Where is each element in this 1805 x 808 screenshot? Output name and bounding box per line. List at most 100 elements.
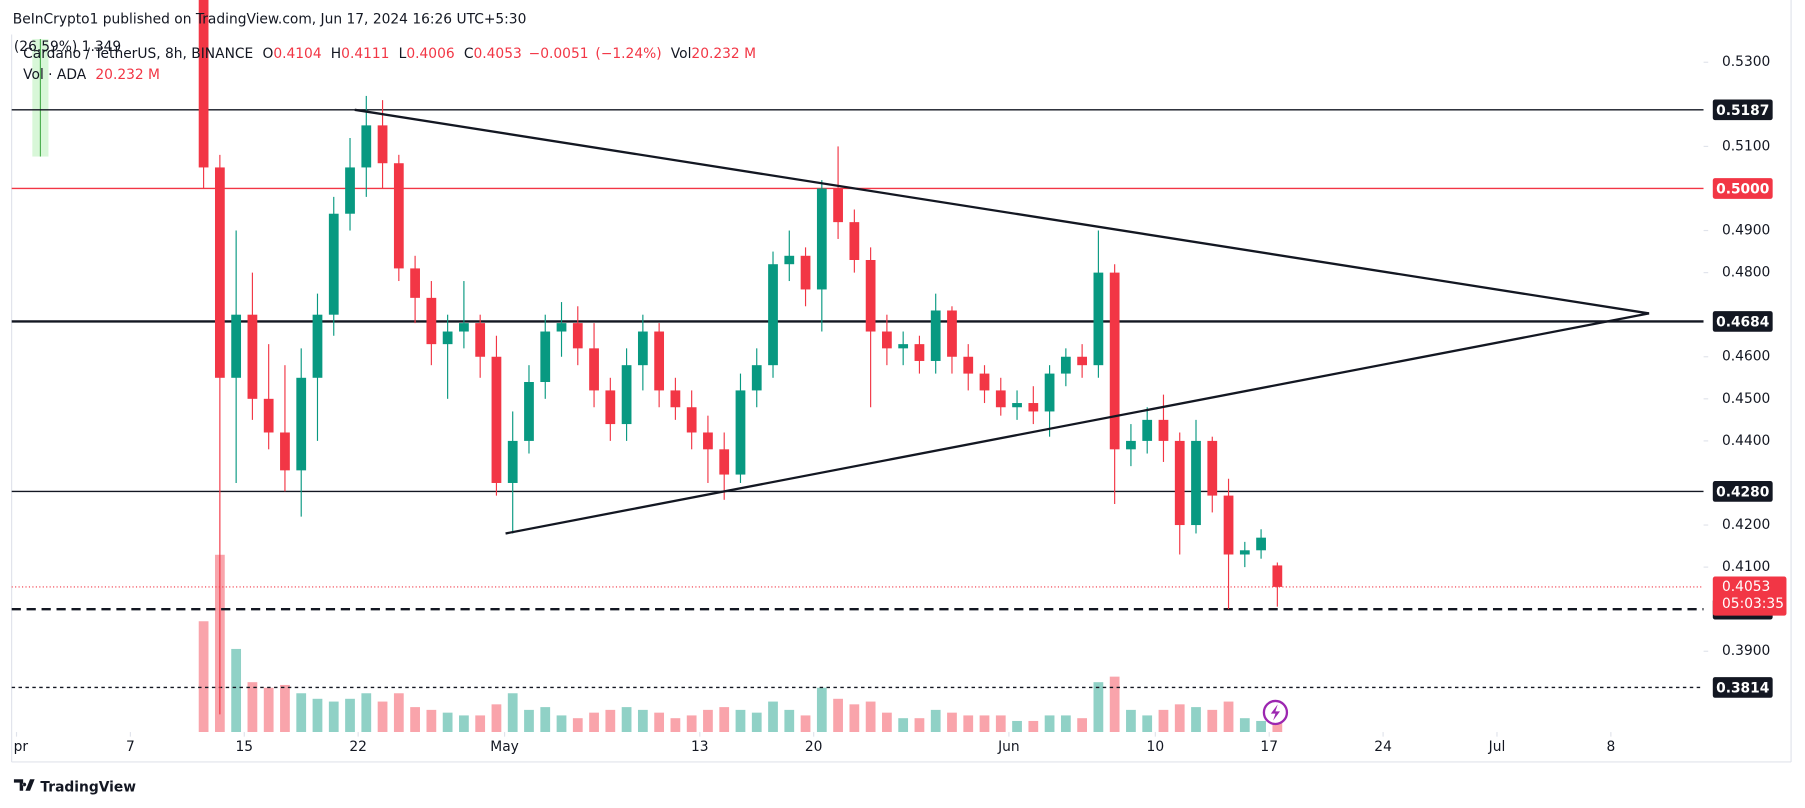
volume-bar <box>1174 704 1185 733</box>
level-label: 0.5187 <box>1716 103 1769 119</box>
candle-body <box>589 348 599 391</box>
volume-value: 20.232 M <box>95 67 160 83</box>
countdown: 05:03:35 <box>1722 596 1784 612</box>
candle-body <box>263 398 274 433</box>
candle-body <box>849 222 860 260</box>
volume-bar <box>1272 720 1283 733</box>
y-tick-label: 0.4500 <box>1722 391 1770 407</box>
x-tick-label: 22 <box>349 739 367 755</box>
candle-body <box>377 125 388 164</box>
volume-bar <box>280 684 290 733</box>
candle-body <box>800 255 811 290</box>
x-tick-label: May <box>490 739 519 755</box>
last-price-box <box>1712 576 1787 616</box>
legend-key: C <box>464 46 474 62</box>
candle-body <box>312 314 323 378</box>
candle-body <box>393 163 404 269</box>
legend-value: 0.4053 <box>474 46 522 62</box>
candle-body <box>345 167 355 214</box>
tradingview-logo: TradingView <box>13 779 136 795</box>
volume-bar <box>1060 715 1071 733</box>
volume-bar <box>312 698 323 733</box>
last-price-label: 0.4053 <box>1722 579 1770 595</box>
candle-body <box>296 377 307 471</box>
candle-body <box>214 167 225 378</box>
legend-value: (−1.24%) <box>595 46 661 62</box>
y-tick-label: 0.4100 <box>1722 559 1770 575</box>
volume-bar <box>947 712 957 733</box>
candle-body <box>751 365 762 391</box>
candle-body <box>231 314 242 378</box>
candle-body <box>328 213 339 315</box>
y-tick-label: 0.4800 <box>1722 265 1770 281</box>
volume-bar <box>1142 715 1153 733</box>
price-axis: 0.5300 0.5100 0.4900 0.4800 0.4600 0.4500 0.44… <box>1703 54 1787 698</box>
level-label: 0.4684 <box>1716 315 1769 331</box>
volume-bar <box>735 709 746 733</box>
candle-body <box>1207 440 1218 496</box>
x-tick-label: 10 <box>1147 739 1165 755</box>
x-tick-label: pr <box>14 739 29 755</box>
volume-bar <box>1191 707 1201 733</box>
candle-body <box>605 390 616 425</box>
volume-bar <box>572 718 583 733</box>
candle-body <box>442 331 453 345</box>
volume-bar <box>198 621 209 733</box>
legend-key: Vol <box>671 46 692 62</box>
candle-body <box>784 255 795 265</box>
volume-bar <box>1256 720 1266 733</box>
level-label: 0.4280 <box>1716 485 1769 501</box>
legend-symbol: Cardano / TetherUS, 8h, BINANCE <box>23 46 253 62</box>
y-tick-label: 0.4600 <box>1722 349 1770 365</box>
volume-bar <box>1239 718 1250 733</box>
legend-value: 20.232 M <box>691 46 756 62</box>
volume-bar <box>1044 715 1055 733</box>
x-tick-label: 7 <box>126 739 135 755</box>
volume-bar <box>670 718 681 733</box>
x-tick-label: 8 <box>1606 739 1615 755</box>
alert-icon[interactable] <box>1262 699 1289 726</box>
candle-body <box>1012 403 1022 408</box>
candle-body <box>768 264 778 366</box>
volume-bar <box>442 712 453 733</box>
volume-bar <box>914 718 925 733</box>
candle-body <box>1272 565 1283 587</box>
x-tick-label: Jun <box>997 739 1020 755</box>
candle-body <box>947 310 957 357</box>
volume-bar <box>296 693 307 733</box>
candle-body <box>1256 537 1266 551</box>
trendline <box>354 108 1650 315</box>
volume-bar <box>524 709 534 733</box>
volume-bar <box>784 709 795 733</box>
volume-bar <box>393 693 404 733</box>
volume-bar <box>1028 720 1039 733</box>
candle-body <box>719 449 730 475</box>
candle-body <box>361 125 372 168</box>
candle-body <box>621 365 632 425</box>
legend: Cardano / TetherUS, 8h, BINANCE O0.4104 H0… <box>23 46 756 62</box>
volume-bar <box>328 701 339 733</box>
candle-body <box>882 331 892 349</box>
volume-bar <box>1126 709 1136 733</box>
volume-bar <box>247 682 258 733</box>
volume-bar <box>768 701 778 733</box>
x-tick-label: 17 <box>1260 739 1278 755</box>
y-tick-label: 0.5100 <box>1722 138 1770 154</box>
volume-bar <box>540 707 551 733</box>
volume-bar <box>231 648 242 733</box>
plot-area <box>11 0 1704 733</box>
legend-key: L <box>399 46 407 62</box>
candle-body <box>654 331 665 391</box>
volume-bar <box>1012 720 1022 733</box>
candle-body <box>1158 419 1169 441</box>
volume-bar <box>816 687 827 733</box>
candle-body <box>1239 550 1250 555</box>
volume-bar <box>410 707 420 733</box>
candle-body <box>1060 356 1071 374</box>
volume-bar <box>459 715 469 733</box>
volume-legend: Vol · ADA 20.232 M <box>23 67 160 83</box>
volume-bar <box>263 687 274 733</box>
y-tick-label: 0.5300 <box>1722 54 1770 70</box>
candle-body <box>914 344 925 361</box>
